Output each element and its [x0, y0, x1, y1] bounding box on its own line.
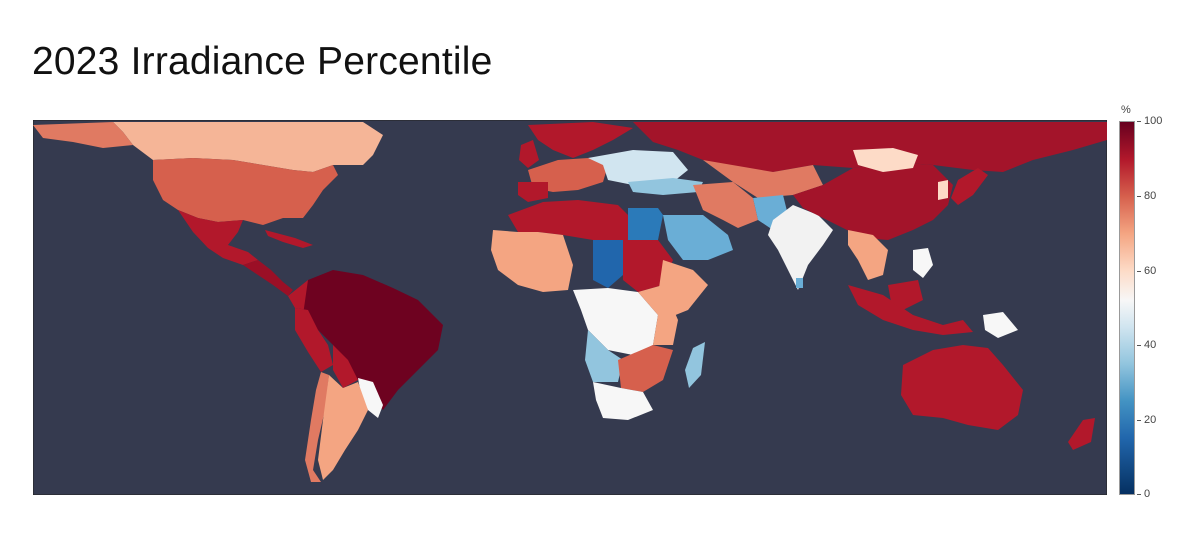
- colorbar-label-40: 40: [1144, 339, 1157, 351]
- region-uk[interactable]: [519, 140, 539, 168]
- region-mexico[interactable]: [178, 210, 258, 265]
- region-chile[interactable]: [305, 372, 329, 482]
- colorbar-unit: %: [1121, 104, 1131, 116]
- world-map: [33, 120, 1107, 495]
- region-eastern-europe[interactable]: [588, 150, 688, 186]
- region-indonesia[interactable]: [848, 285, 973, 335]
- region-argentina[interactable]: [318, 375, 368, 480]
- colorbar: [1119, 121, 1135, 495]
- region-scandinavia[interactable]: [528, 122, 633, 158]
- colorbar-tick: [1137, 420, 1141, 421]
- colorbar-tick: [1137, 494, 1141, 495]
- region-west-africa[interactable]: [491, 230, 573, 292]
- region-central-africa[interactable]: [573, 288, 658, 355]
- region-china[interactable]: [793, 162, 953, 240]
- region-sri-lanka[interactable]: [796, 278, 803, 288]
- region-madagascar[interactable]: [685, 342, 705, 388]
- region-central-america[interactable]: [243, 260, 293, 296]
- region-russia[interactable]: [633, 122, 1107, 172]
- region-mongolia[interactable]: [853, 148, 918, 172]
- region-southeast-asia[interactable]: [848, 230, 888, 280]
- colorbar-label-100: 100: [1144, 115, 1163, 127]
- region-japan[interactable]: [951, 168, 988, 205]
- colorbar-tick: [1137, 121, 1141, 122]
- region-east-africa[interactable]: [638, 285, 678, 345]
- colorbar-tick: [1137, 196, 1141, 197]
- colorbar-label-20: 20: [1144, 414, 1157, 426]
- region-chad[interactable]: [593, 240, 623, 288]
- region-papua-new-guinea[interactable]: [983, 312, 1018, 338]
- region-south-africa[interactable]: [593, 382, 653, 420]
- region-canada[interactable]: [113, 122, 383, 172]
- chart-title: 2023 Irradiance Percentile: [32, 40, 493, 83]
- region-new-zealand[interactable]: [1068, 418, 1095, 450]
- region-turkey[interactable]: [628, 178, 703, 195]
- region-north-africa[interactable]: [508, 200, 628, 240]
- colorbar-label-60: 60: [1144, 265, 1157, 277]
- region-korea[interactable]: [938, 180, 948, 200]
- region-peru[interactable]: [295, 308, 333, 372]
- colorbar-label-80: 80: [1144, 190, 1157, 202]
- region-egypt[interactable]: [628, 208, 663, 240]
- region-spain[interactable]: [518, 182, 548, 202]
- region-angola[interactable]: [585, 330, 623, 382]
- region-borneo[interactable]: [888, 280, 923, 310]
- region-alaska[interactable]: [33, 122, 133, 148]
- colorbar-tick: [1137, 271, 1141, 272]
- region-bolivia[interactable]: [333, 345, 358, 388]
- region-cuba[interactable]: [265, 230, 313, 248]
- colorbar-label-0: 0: [1144, 488, 1151, 500]
- region-iran[interactable]: [693, 182, 758, 228]
- region-brazil[interactable]: [303, 270, 443, 410]
- colorbar-tick: [1137, 345, 1141, 346]
- region-arabian-peninsula[interactable]: [663, 215, 733, 260]
- region-united-states[interactable]: [153, 158, 338, 225]
- region-australia[interactable]: [901, 345, 1023, 430]
- region-southern-africa-mid[interactable]: [618, 345, 673, 392]
- region-paraguay-uruguay[interactable]: [358, 378, 383, 418]
- region-philippines[interactable]: [913, 248, 933, 278]
- region-central-asia[interactable]: [703, 160, 823, 198]
- region-india[interactable]: [768, 205, 833, 290]
